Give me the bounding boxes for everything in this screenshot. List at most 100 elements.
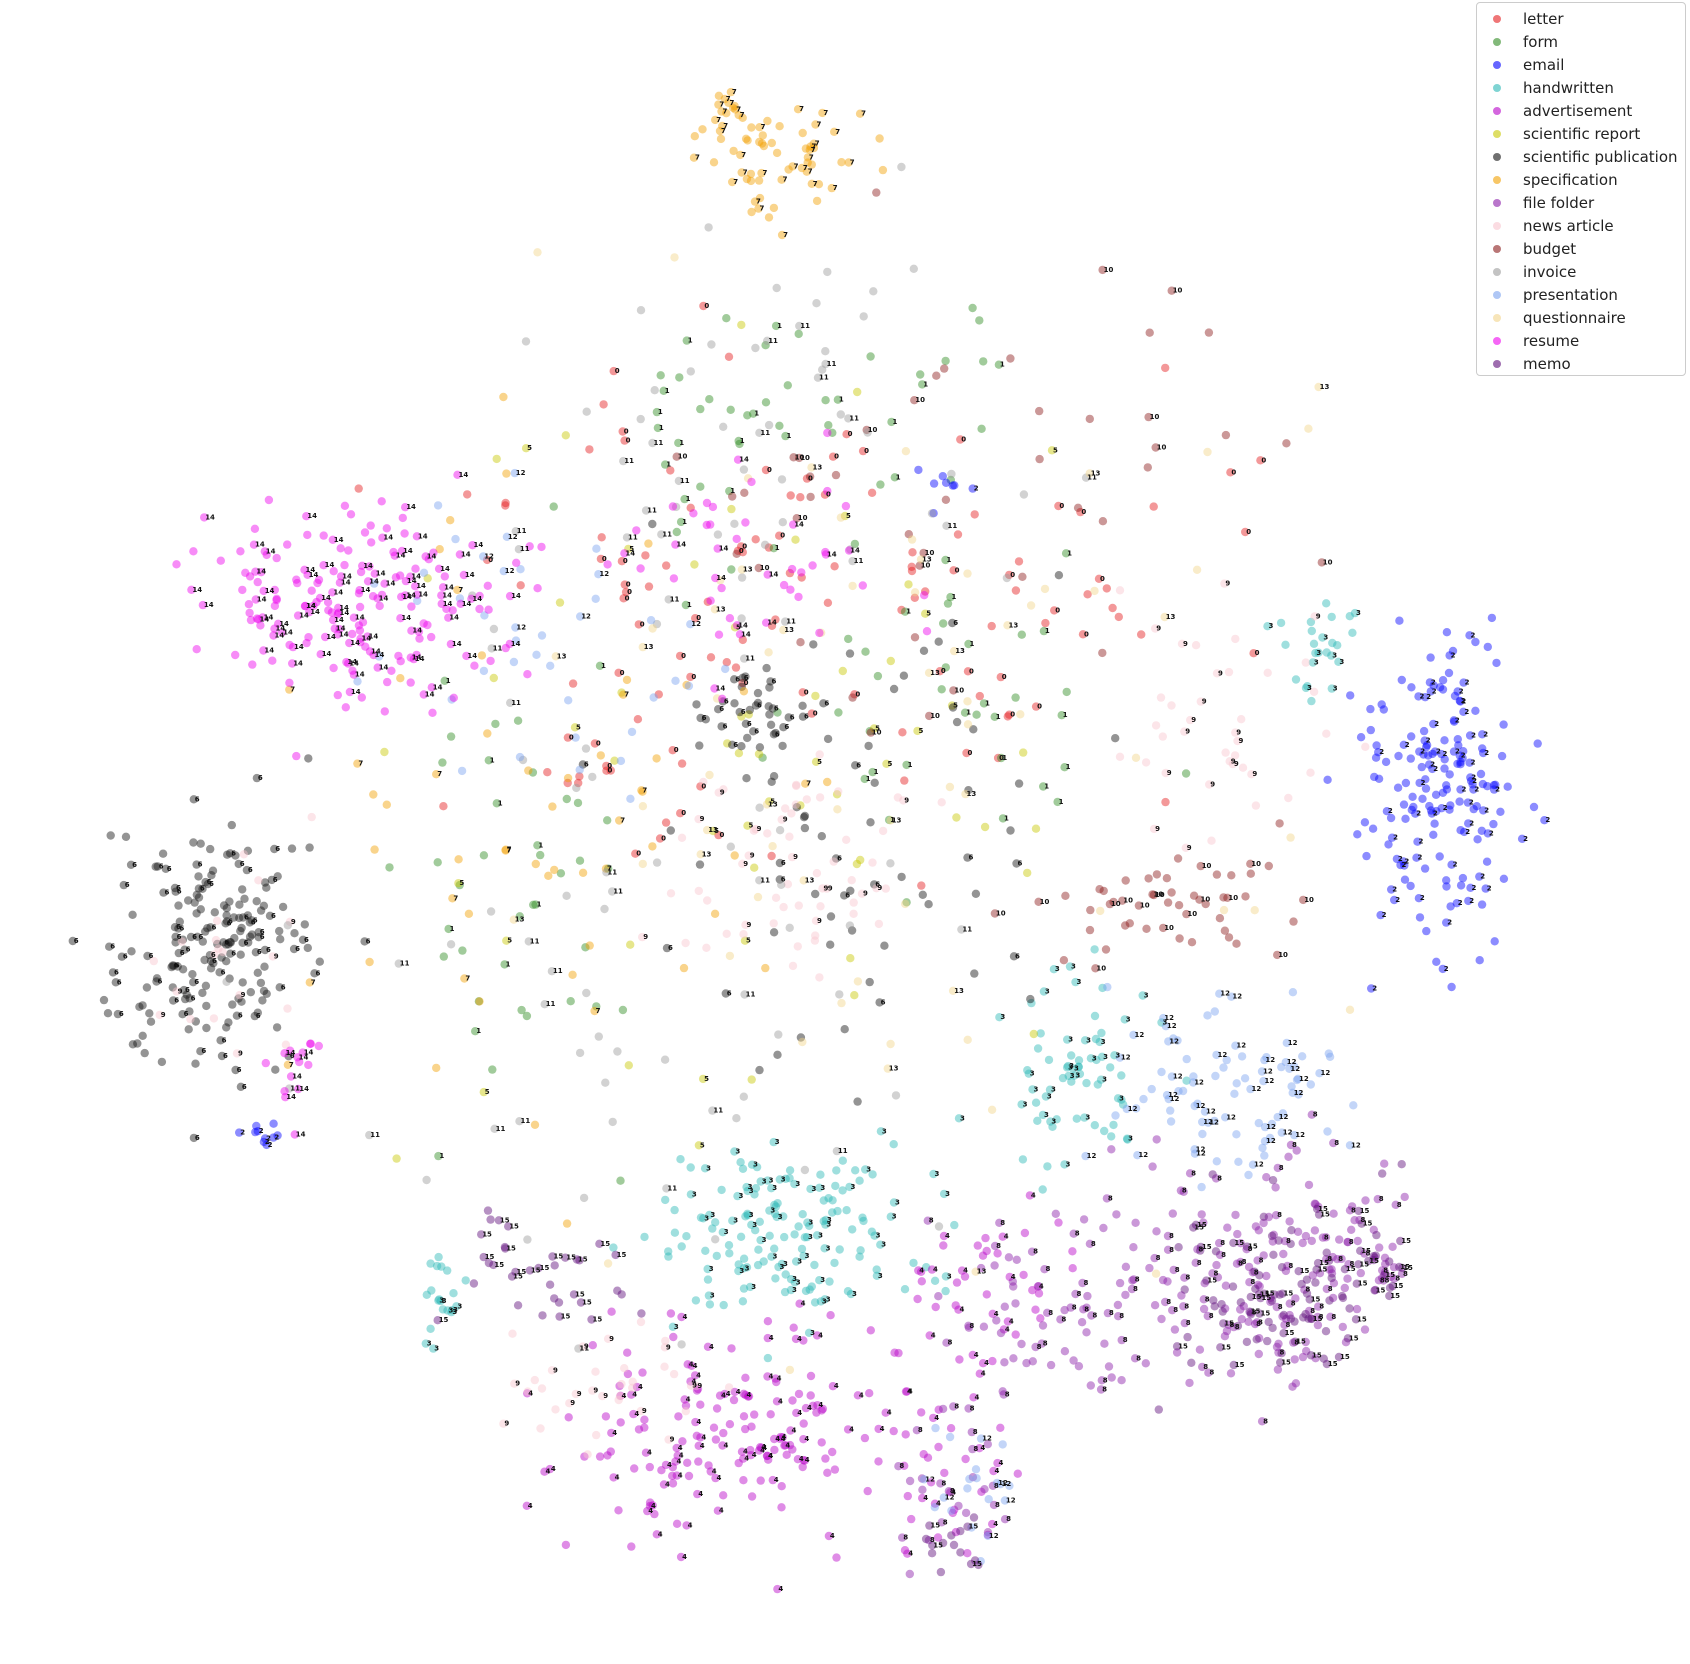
data-point — [1327, 651, 1336, 660]
data-point — [1499, 720, 1508, 729]
data-point — [537, 1384, 547, 1393]
point-label: 3 — [882, 1127, 887, 1135]
data-point — [1197, 1182, 1206, 1192]
point-label: 2 — [1484, 806, 1489, 814]
data-point — [561, 431, 570, 440]
data-point — [673, 1451, 682, 1460]
data-point — [938, 1404, 948, 1414]
data-point — [579, 1193, 589, 1203]
data-point — [674, 438, 683, 448]
data-point — [1040, 584, 1050, 594]
data-point — [889, 1426, 898, 1436]
data-point — [1043, 1162, 1052, 1171]
data-point — [1453, 687, 1462, 696]
data-point — [1197, 1210, 1206, 1219]
data-point — [1411, 809, 1420, 818]
data-point — [710, 909, 720, 918]
point-label: 12 — [581, 613, 591, 621]
data-point — [801, 1286, 811, 1296]
point-label: 3 — [773, 1253, 778, 1261]
point-label: 2 — [1455, 748, 1460, 756]
data-point — [837, 158, 846, 167]
point-label: 8 — [970, 1405, 975, 1413]
data-point — [500, 960, 509, 969]
data-point — [661, 460, 670, 469]
point-label: 14 — [402, 593, 412, 601]
data-point — [870, 778, 879, 787]
data-point — [652, 1530, 661, 1539]
point-label: 6 — [198, 861, 203, 869]
data-point — [703, 1342, 713, 1352]
data-point — [1408, 792, 1417, 801]
data-point — [194, 893, 204, 902]
data-point — [824, 1531, 834, 1541]
point-label: 0 — [848, 430, 853, 438]
data-point — [1456, 757, 1465, 767]
data-point — [1456, 697, 1465, 706]
point-label: 11 — [628, 533, 638, 541]
point-label: 4 — [769, 1334, 774, 1342]
data-point — [868, 858, 877, 867]
data-point — [998, 814, 1008, 823]
point-label: 6 — [253, 916, 258, 924]
data-point — [475, 997, 484, 1006]
data-point — [757, 1443, 766, 1453]
data-point — [830, 1258, 839, 1268]
point-label: 4 — [701, 1433, 706, 1441]
point-labels-layer: 0000000000000000000000000000000000000000… — [74, 88, 1551, 1593]
data-point — [910, 633, 920, 642]
data-point — [811, 757, 821, 766]
data-point — [705, 395, 714, 404]
data-point — [1422, 742, 1431, 752]
data-point — [802, 1232, 812, 1242]
point-label: 6 — [969, 854, 974, 862]
point-label: 8 — [996, 1242, 1001, 1250]
data-point — [758, 131, 767, 140]
data-point — [734, 1266, 743, 1276]
point-label: 6 — [165, 889, 170, 897]
data-point — [1090, 1011, 1100, 1021]
data-point — [1215, 914, 1225, 923]
data-point — [435, 1295, 444, 1304]
data-point — [691, 1417, 700, 1427]
point-label: 14 — [767, 619, 777, 627]
data-point — [652, 858, 662, 867]
point-label: 2 — [1372, 985, 1377, 993]
data-point — [245, 608, 254, 618]
data-point — [1080, 1036, 1090, 1045]
data-point — [850, 991, 859, 1000]
point-label: 6 — [754, 727, 759, 735]
data-point — [725, 951, 735, 961]
data-point — [1086, 905, 1095, 915]
point-label: 7 — [761, 123, 766, 131]
data-point — [227, 820, 236, 830]
data-point — [479, 666, 489, 676]
data-point — [681, 600, 691, 610]
data-point — [438, 758, 447, 767]
point-label: 7 — [290, 686, 295, 694]
data-point — [947, 469, 956, 479]
point-label: 4 — [1004, 1233, 1009, 1241]
data-point — [1208, 1170, 1217, 1179]
point-label: 14 — [719, 545, 729, 553]
point-label: 0 — [834, 453, 839, 461]
point-label: 6 — [198, 933, 203, 941]
data-point — [826, 940, 835, 949]
point-label: 2 — [1393, 834, 1398, 842]
data-point — [293, 578, 302, 588]
point-label: 10 — [1164, 924, 1174, 932]
data-point — [765, 1206, 774, 1215]
point-label: 3 — [706, 1164, 711, 1172]
data-point — [1234, 1157, 1243, 1167]
data-point — [603, 1451, 612, 1460]
data-point — [513, 1301, 523, 1310]
data-point — [753, 892, 763, 902]
data-point — [909, 1258, 918, 1268]
point-label: 0 — [569, 734, 574, 742]
data-point — [133, 1039, 142, 1048]
data-point — [850, 690, 859, 699]
data-point — [1232, 939, 1241, 948]
point-label: 6 — [724, 697, 729, 705]
data-point — [392, 1154, 401, 1163]
data-point — [890, 473, 899, 482]
